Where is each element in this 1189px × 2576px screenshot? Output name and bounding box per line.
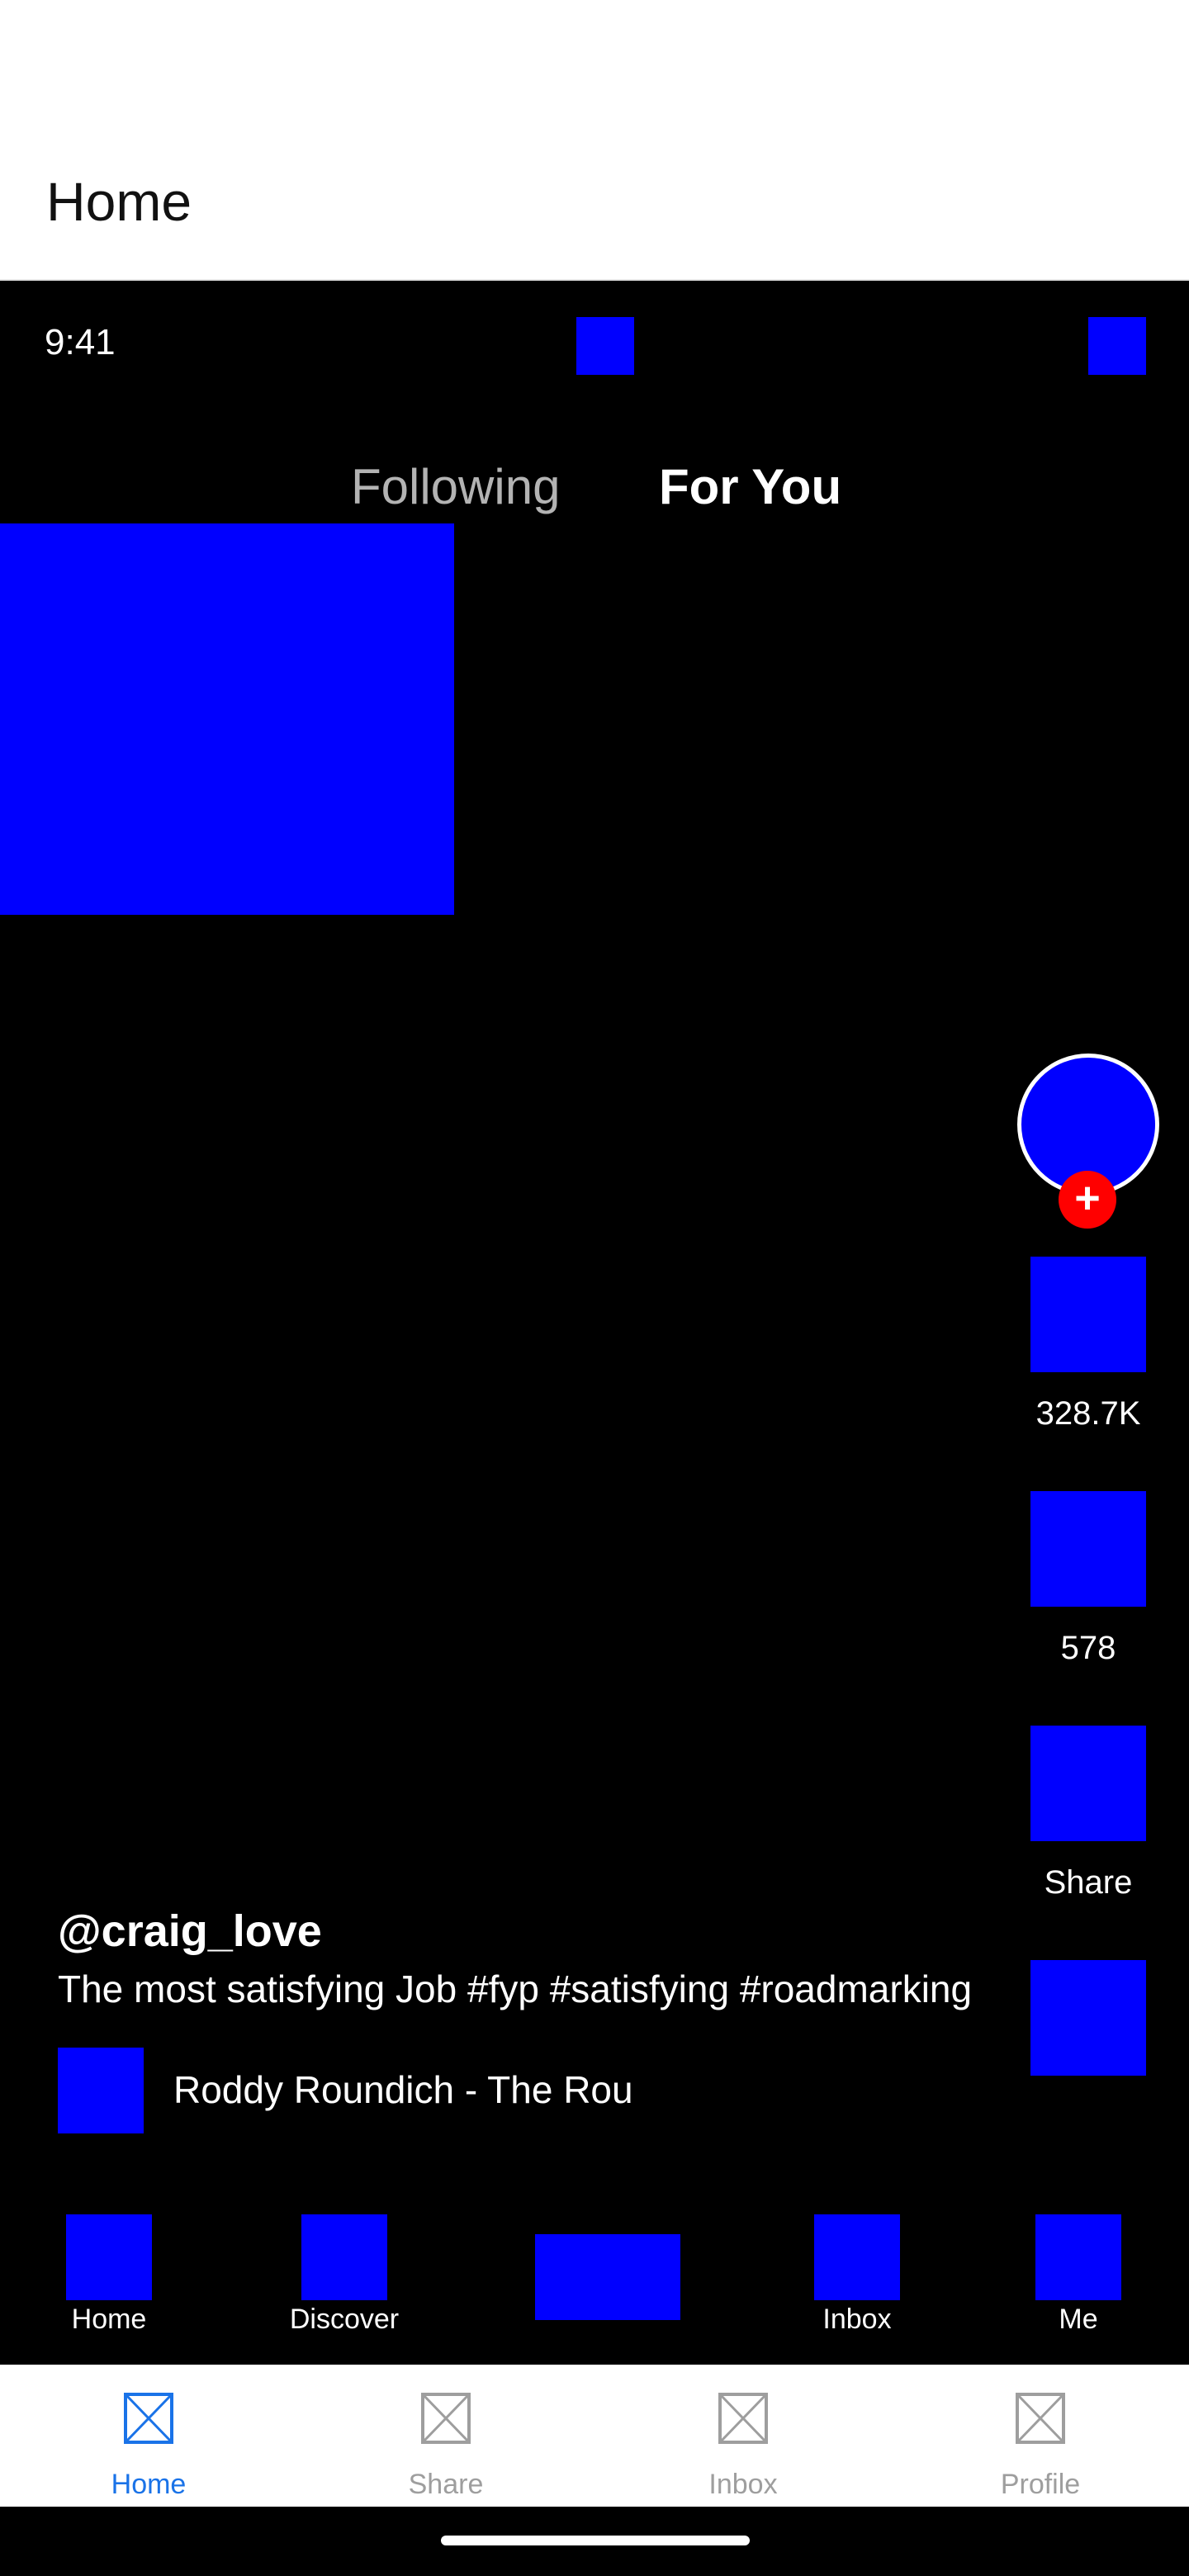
inner-home-icon[interactable]	[66, 2214, 152, 2300]
post-username[interactable]: @craig_love	[58, 1906, 322, 1956]
share-label: Share	[1044, 1864, 1133, 1901]
inner-discover-icon[interactable]	[301, 2214, 387, 2300]
inner-inbox-icon[interactable]	[814, 2214, 900, 2300]
inner-nav-me[interactable]: Me	[1059, 2304, 1098, 2335]
status-time: 9:41	[45, 322, 116, 362]
music-note-icon	[58, 2048, 144, 2133]
profile-placeholder-icon	[1016, 2393, 1065, 2444]
heart-icon[interactable]	[1030, 1257, 1146, 1372]
bottom-nav-inbox-label: Inbox	[708, 2469, 778, 2500]
music-disc-icon[interactable]	[1030, 1960, 1146, 2076]
status-battery-icon	[1088, 317, 1146, 375]
inner-nav-discover[interactable]: Discover	[289, 2304, 400, 2335]
bottom-nav-home[interactable]: Home	[0, 2365, 297, 2507]
video-screen[interactable]: 9:41 Following For You + 328.7K 578 Shar…	[0, 282, 1189, 2363]
post-caption: The most satisfying Job #fyp #satisfying…	[58, 1968, 973, 2010]
tab-for-you[interactable]: For You	[659, 459, 842, 514]
inbox-placeholder-icon	[718, 2393, 768, 2444]
inner-me-icon[interactable]	[1035, 2214, 1121, 2300]
home-indicator[interactable]	[441, 2536, 750, 2545]
share-placeholder-icon	[421, 2393, 471, 2444]
home-placeholder-icon	[124, 2393, 173, 2444]
music-title[interactable]: Roddy Roundich - The Rou	[173, 2068, 633, 2111]
follow-plus-button[interactable]: +	[1059, 1171, 1116, 1229]
bottom-nav-profile[interactable]: Profile	[892, 2365, 1189, 2507]
comment-icon[interactable]	[1030, 1491, 1146, 1607]
bottom-nav-profile-label: Profile	[1000, 2469, 1081, 2500]
create-button[interactable]	[535, 2234, 680, 2320]
page-title: Home	[46, 171, 192, 232]
share-icon[interactable]	[1030, 1726, 1146, 1841]
like-count: 328.7K	[1035, 1395, 1141, 1432]
inner-nav-home[interactable]: Home	[71, 2304, 147, 2335]
bottom-nav-share-label: Share	[408, 2469, 484, 2500]
inner-nav-inbox[interactable]: Inbox	[822, 2304, 892, 2335]
video-content[interactable]	[0, 523, 454, 915]
app-header: Home	[0, 0, 1189, 281]
bottom-navigation: Home Share Inbox Profile	[0, 2365, 1189, 2507]
status-signal-icon	[576, 317, 634, 375]
tab-following[interactable]: Following	[351, 459, 561, 514]
comment-count: 578	[1060, 1630, 1116, 1666]
bottom-nav-inbox[interactable]: Inbox	[594, 2365, 892, 2507]
bottom-nav-home-label: Home	[111, 2469, 187, 2500]
bottom-nav-share[interactable]: Share	[297, 2365, 594, 2507]
